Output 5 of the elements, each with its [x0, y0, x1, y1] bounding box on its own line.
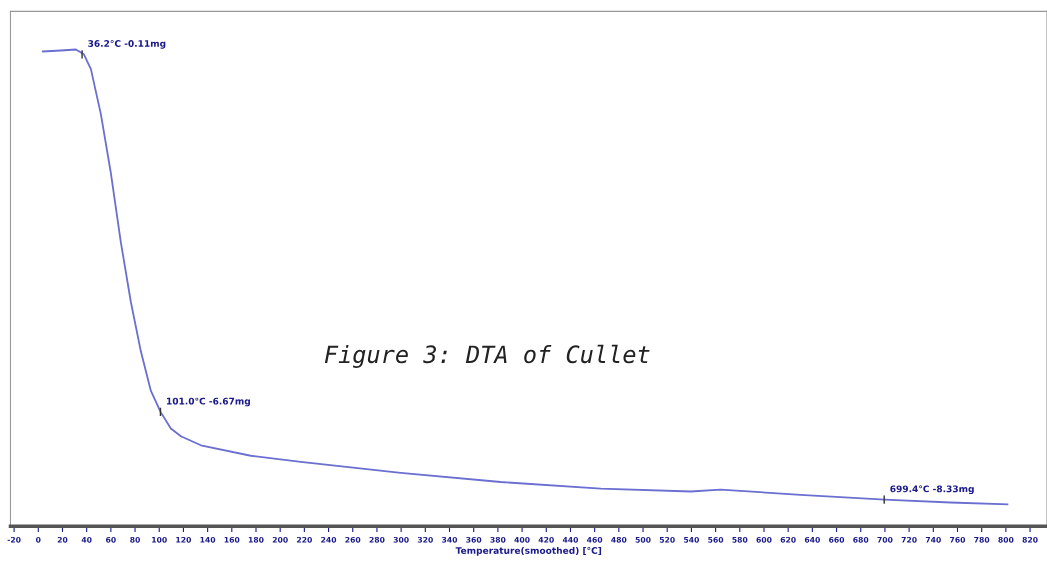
annotation: 36.2°C -0.11mg — [88, 40, 166, 49]
annotation: 101.0°C -6.67mg — [167, 397, 250, 407]
x-axis-title: Temperature(smoothed) [°C] — [455, 546, 602, 556]
annotation: Figure 3: DTA of Cullet — [324, 344, 650, 368]
annotation: 699.4°C -8.33mg — [890, 485, 974, 495]
